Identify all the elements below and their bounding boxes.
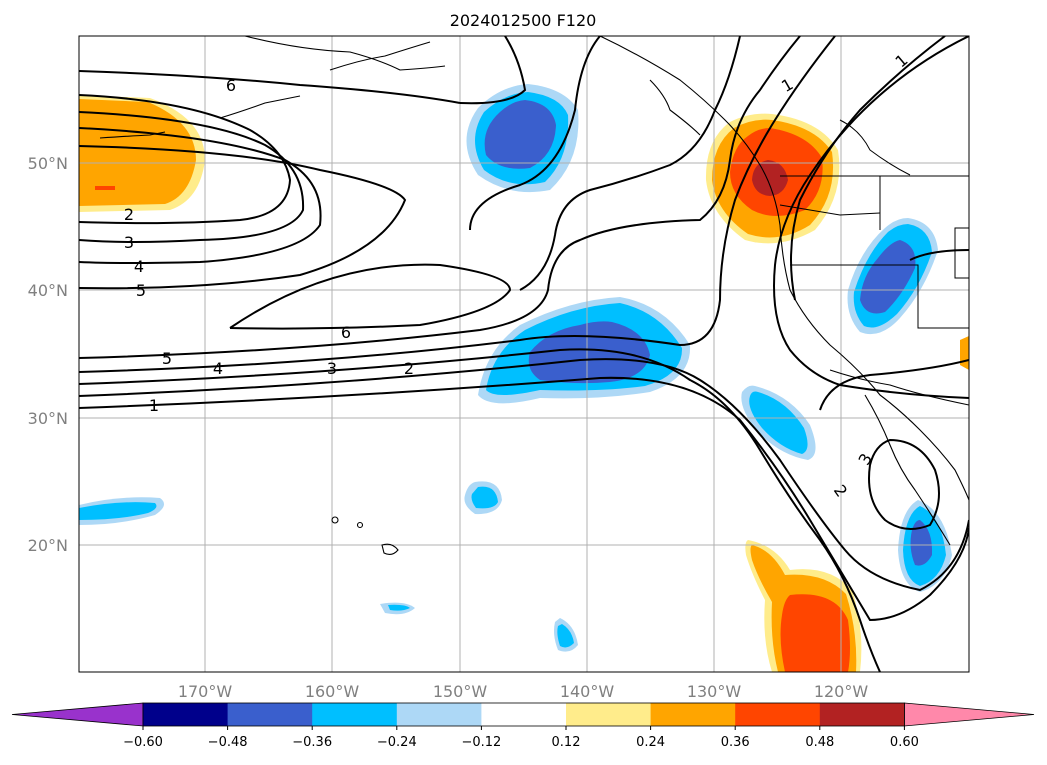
colorbar-segment — [396, 703, 482, 726]
political-borders — [779, 119, 969, 406]
colorbar-segment — [566, 703, 652, 726]
lon-label: 120°W — [814, 682, 869, 701]
contour-3-closed — [868, 438, 940, 530]
contour-label: 3 — [124, 233, 134, 252]
contour-label: 6 — [341, 323, 351, 342]
colorbar-tick-label: 0.60 — [890, 735, 919, 750]
contour-6-north — [79, 70, 461, 104]
lat-label: 40°N — [28, 281, 68, 300]
lon-label: 160°W — [305, 682, 360, 701]
colorbar-tick-label: −0.48 — [208, 735, 248, 750]
gridlines — [79, 36, 969, 672]
map-title: 2024012500 F120 — [450, 11, 597, 30]
colorbar-tick-label: −0.60 — [123, 735, 163, 750]
lon-label: 140°W — [560, 682, 615, 701]
contour-lines — [79, 36, 969, 672]
coastlines — [99, 36, 969, 556]
contour-label: 5 — [136, 281, 146, 300]
colorbar-extend-low — [11, 702, 144, 727]
hawaii-islands — [331, 516, 339, 524]
colorbar-segment — [481, 703, 567, 726]
longitude-axis: 170°W 160°W 150°W 140°W 130°W 120°W — [178, 682, 869, 701]
colorbar-segment — [143, 703, 229, 726]
contour-label: 4 — [213, 359, 223, 378]
colorbar-frame — [142, 702, 905, 727]
contour-6-central — [229, 263, 512, 330]
lon-label: 130°W — [687, 682, 742, 701]
colorbar-tick-label: 0.36 — [721, 735, 750, 750]
contour-label: 4 — [134, 257, 144, 276]
contour-label: 5 — [162, 349, 172, 368]
map-panel: 6 2 3 4 5 1 6 5 4 3 2 1 1 3 2 — [78, 35, 970, 673]
us-mexico-border — [829, 369, 969, 406]
colorbar-segment — [227, 703, 313, 726]
colorbar-tick-label: 0.48 — [805, 735, 834, 750]
colorbar-tick-label: −0.36 — [292, 735, 332, 750]
alaska-coastline — [244, 36, 446, 71]
contour-label: 6 — [226, 76, 236, 95]
colorbar-tick-label: −0.24 — [377, 735, 417, 750]
lat-label: 20°N — [28, 536, 68, 555]
lat-label: 50°N — [28, 154, 68, 173]
latitude-axis: 50°N 40°N 30°N 20°N — [28, 154, 68, 555]
map-frame — [78, 35, 970, 673]
colorbar-segment — [650, 703, 736, 726]
contour-label: 2 — [404, 359, 414, 378]
colorbar-segment — [312, 703, 398, 726]
lat-label: 30°N — [28, 409, 68, 428]
contour-label: 3 — [327, 359, 337, 378]
north-america-coastline — [599, 36, 969, 501]
colorbar-tick-label: 0.24 — [636, 735, 665, 750]
colorbar-tick-label: −0.12 — [461, 735, 501, 750]
contour-label: 2 — [124, 205, 134, 224]
baja-coastline — [864, 394, 951, 546]
colorbar-segment — [819, 703, 905, 726]
colorbar-extend-high — [904, 702, 1035, 727]
contour-label: 1 — [149, 396, 159, 415]
lon-label: 150°W — [433, 682, 488, 701]
colorbar: −0.60 −0.48 −0.36 −0.24 −0.12 0.12 0.24 0.36 0.4… — [11, 702, 1035, 750]
lon-label: 170°W — [178, 682, 233, 701]
colorbar-segment — [735, 703, 821, 726]
colorbar-tick-label: 0.12 — [552, 735, 581, 750]
